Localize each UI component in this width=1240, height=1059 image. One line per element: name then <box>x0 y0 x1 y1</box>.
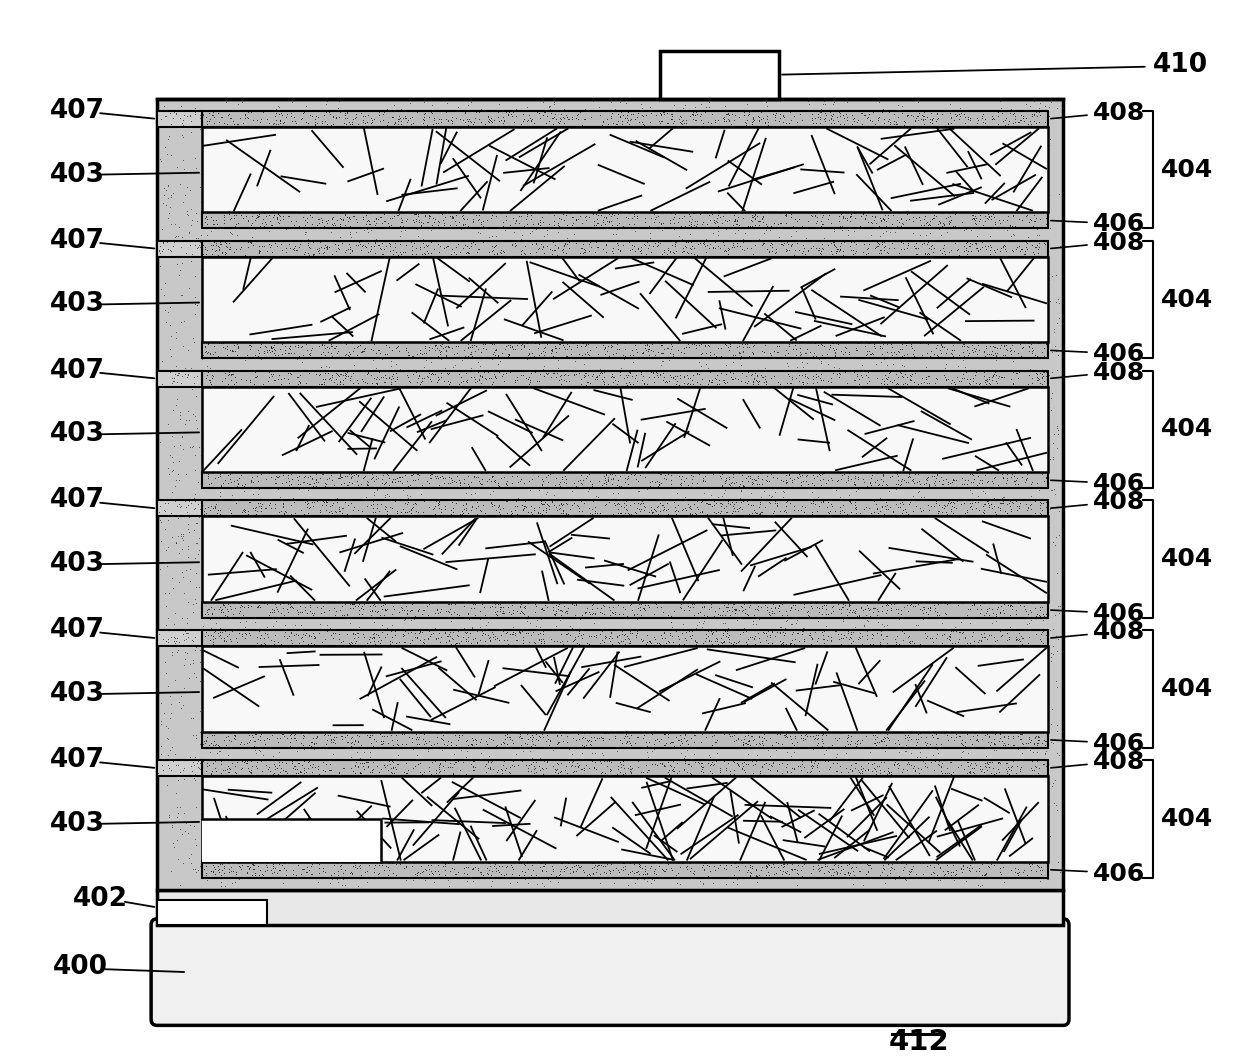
Text: 408: 408 <box>1092 490 1145 515</box>
Bar <box>202 760 1048 776</box>
Text: 408: 408 <box>1092 101 1145 125</box>
Text: 402: 402 <box>73 886 128 913</box>
Text: 404: 404 <box>1161 287 1213 311</box>
Bar <box>202 776 1048 862</box>
Bar <box>157 760 202 776</box>
Bar <box>202 371 1048 387</box>
Text: 403: 403 <box>50 162 105 187</box>
Bar <box>660 51 779 98</box>
Text: 403: 403 <box>50 681 105 707</box>
Text: 403: 403 <box>50 551 105 577</box>
Bar <box>202 387 1048 472</box>
Bar <box>202 213 1048 229</box>
Text: 407: 407 <box>50 487 105 514</box>
Bar <box>202 646 1048 732</box>
Bar <box>157 240 202 256</box>
Text: 407: 407 <box>50 748 105 773</box>
Text: 408: 408 <box>1092 361 1145 384</box>
Bar <box>202 256 1048 342</box>
Bar <box>202 732 1048 748</box>
Bar <box>157 890 1063 925</box>
Text: 406: 406 <box>1092 862 1145 885</box>
Text: 404: 404 <box>1161 417 1213 442</box>
Text: 404: 404 <box>1161 677 1213 701</box>
Bar <box>202 240 1048 256</box>
Bar <box>202 819 381 862</box>
Bar <box>202 630 1048 646</box>
Bar <box>157 98 1063 890</box>
Text: 412: 412 <box>888 1028 949 1056</box>
Text: 403: 403 <box>50 811 105 837</box>
Text: 407: 407 <box>50 617 105 643</box>
Text: 403: 403 <box>50 291 105 318</box>
Bar <box>202 472 1048 488</box>
Text: 404: 404 <box>1161 807 1213 831</box>
Text: 406: 406 <box>1092 342 1145 366</box>
Bar <box>157 111 202 127</box>
Text: 406: 406 <box>1092 602 1145 626</box>
Bar <box>202 517 1048 602</box>
Bar <box>202 127 1048 213</box>
Bar <box>157 501 202 517</box>
Text: 407: 407 <box>50 228 105 254</box>
Text: 407: 407 <box>50 358 105 383</box>
Bar <box>202 342 1048 358</box>
Text: 406: 406 <box>1092 472 1145 496</box>
Text: 408: 408 <box>1092 621 1145 644</box>
FancyBboxPatch shape <box>151 919 1069 1025</box>
Bar <box>157 630 202 646</box>
Text: 404: 404 <box>1161 158 1213 182</box>
Text: 410: 410 <box>1153 52 1208 77</box>
Text: 408: 408 <box>1092 231 1145 255</box>
Text: 400: 400 <box>53 954 108 981</box>
Bar <box>202 111 1048 127</box>
Text: 406: 406 <box>1092 732 1145 756</box>
Text: 404: 404 <box>1161 548 1213 571</box>
Bar <box>157 900 267 925</box>
Bar <box>202 862 1048 878</box>
Text: 407: 407 <box>50 97 105 124</box>
Text: 406: 406 <box>1092 213 1145 236</box>
Text: 408: 408 <box>1092 750 1145 774</box>
Bar <box>202 501 1048 517</box>
Bar <box>157 371 202 387</box>
Bar <box>202 602 1048 617</box>
Text: 403: 403 <box>50 421 105 447</box>
